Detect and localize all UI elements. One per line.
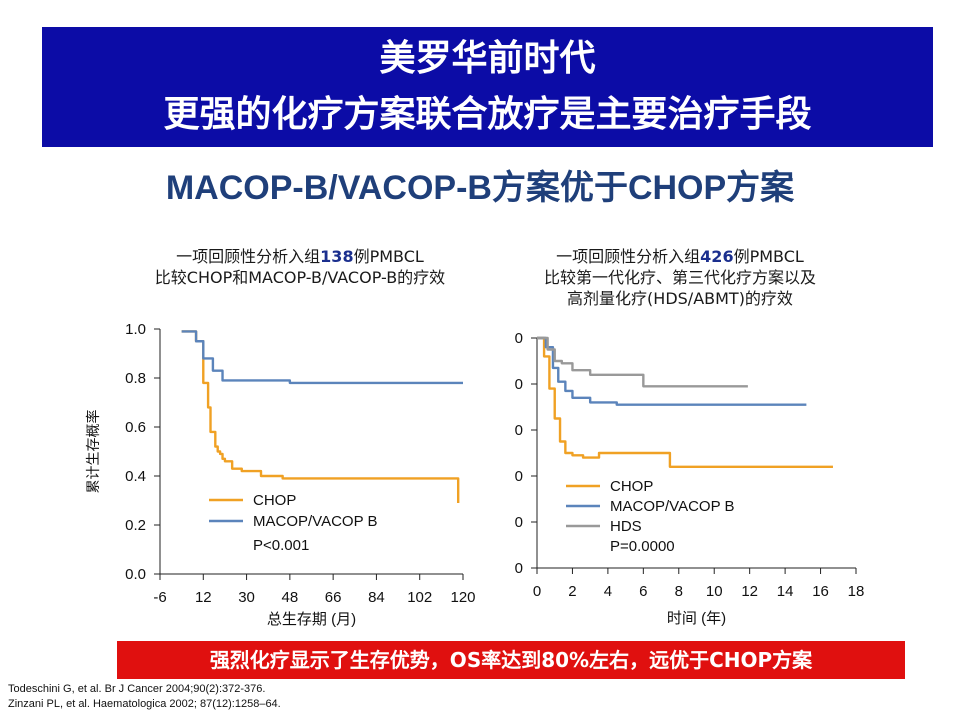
right-desc-line-3: 高剂量化疗(HDS/ABMT)的疗效 xyxy=(567,289,793,308)
chart1-x-tick-label: 102 xyxy=(407,589,432,606)
chart2-y-tick-label: 0 xyxy=(515,514,523,531)
chart1-series-macop-vacop-b xyxy=(181,330,463,385)
chart2-series-hds xyxy=(537,336,748,388)
chart2-x-tick-label: 6 xyxy=(639,583,647,600)
chart1-x-tick-label: 48 xyxy=(282,589,299,606)
left-desc-line-2: 比较CHOP和MACOP-B/VACOP-B的疗效 xyxy=(154,268,446,287)
chart1-x-tick-label: 120 xyxy=(450,589,475,606)
chart2-y-tick-label: 0 xyxy=(515,330,523,347)
chart1-y-tick-label: 0.8 xyxy=(125,370,146,387)
left-desc-line-1: 一项回顾性分析入组138例PMBCL xyxy=(90,246,510,267)
right-desc-suffix: 例PMBCL xyxy=(733,247,804,266)
left-desc-prefix: 一项回顾性分析入组 xyxy=(176,247,321,266)
chart2-p-value: P=0.0000 xyxy=(610,538,675,555)
chart2-y-tick-label: 0 xyxy=(515,468,523,485)
chart2-series-macop-vacop-b xyxy=(537,336,807,406)
chart1-y-axis-label: 累计生存概率 xyxy=(85,410,101,494)
chart2-x-tick-label: 18 xyxy=(848,583,865,600)
chart2-series-chop xyxy=(537,336,833,468)
chart1-x-axis-label: 总生存期 (月) xyxy=(267,611,356,628)
right-study-description: 一项回顾性分析入组426例PMBCL 比较第一代化疗、第三代化疗方案以及 高剂量… xyxy=(480,246,880,309)
chart2-y-tick-label: 0 xyxy=(515,422,523,439)
chart2-x-tick-label: 16 xyxy=(812,583,829,600)
chart1-y-tick-label: 0.0 xyxy=(125,566,146,583)
chart1-p-value: P<0.001 xyxy=(253,537,309,554)
chart2-x-tick-label: 12 xyxy=(741,583,758,600)
slide-subtitle: MACOP-B/VACOP-B方案优于CHOP方案 xyxy=(165,169,795,207)
chart1-y-tick-label: 0.2 xyxy=(125,517,146,534)
reference-2: Zinzani PL, et al. Haematologica 2002; 8… xyxy=(8,698,281,710)
references: Todeschini G, et al. Br J Cancer 2004;90… xyxy=(8,682,281,712)
chart2-x-tick-label: 10 xyxy=(706,583,723,600)
chart1-y-tick-label: 0.4 xyxy=(125,468,146,485)
title-banner: 美罗华前时代 更强的化疗方案联合放疗是主要治疗手段 xyxy=(42,27,933,147)
right-desc-prefix: 一项回顾性分析入组 xyxy=(556,247,701,266)
chart2-x-tick-label: 0 xyxy=(533,583,541,600)
chart2-x-axis-label: 时间 (年) xyxy=(667,610,726,627)
chart1-legend-label: MACOP/VACOP B xyxy=(253,513,377,530)
chart2-x-tick-label: 8 xyxy=(675,583,683,600)
chart1-y-tick-label: 1.0 xyxy=(125,321,146,338)
chart1-y-tick-label: 0.6 xyxy=(125,419,146,436)
chart1-x-tick-label: 30 xyxy=(238,589,255,606)
chart2-legend-label: CHOP xyxy=(610,478,653,495)
conclusion-banner: 强烈化疗显示了生存优势，OS率达到80%左右，远优于CHOP方案 xyxy=(117,641,905,679)
chart1-x-tick-label: 12 xyxy=(195,589,212,606)
chart1-x-tick-label: 66 xyxy=(325,589,342,606)
left-study-description: 一项回顾性分析入组138例PMBCL 比较CHOP和MACOP-B/VACOP-… xyxy=(90,246,510,288)
chart1-x-tick-label: 84 xyxy=(368,589,385,606)
chart1-series-chop xyxy=(181,330,460,503)
title-line-2: 更强的化疗方案联合放疗是主要治疗手段 xyxy=(163,94,812,135)
left-patient-count: 138 xyxy=(320,247,354,266)
reference-1: Todeschini G, et al. Br J Cancer 2004;90… xyxy=(8,683,266,695)
right-desc-line-2: 比较第一代化疗、第三代化疗方案以及 xyxy=(543,268,816,287)
chart2-y-tick-label: 0 xyxy=(515,376,523,393)
chart2-x-tick-label: 2 xyxy=(568,583,576,600)
chart2-legend-label: HDS xyxy=(610,518,642,535)
chart2-x-tick-label: 14 xyxy=(777,583,794,600)
chart2-x-tick-label: 4 xyxy=(604,583,612,600)
right-patient-count: 426 xyxy=(700,247,734,266)
chart2-y-tick-label: 0 xyxy=(515,560,523,577)
chart2-legend-label: MACOP/VACOP B xyxy=(610,498,734,515)
left-desc-suffix: 例PMBCL xyxy=(353,247,424,266)
title-line-1: 美罗华前时代 xyxy=(379,38,596,79)
chart1-legend-label: CHOP xyxy=(253,492,296,509)
chart1-x-tick-label: -6 xyxy=(153,589,166,606)
right-desc-line-1: 一项回顾性分析入组426例PMBCL xyxy=(480,246,880,267)
